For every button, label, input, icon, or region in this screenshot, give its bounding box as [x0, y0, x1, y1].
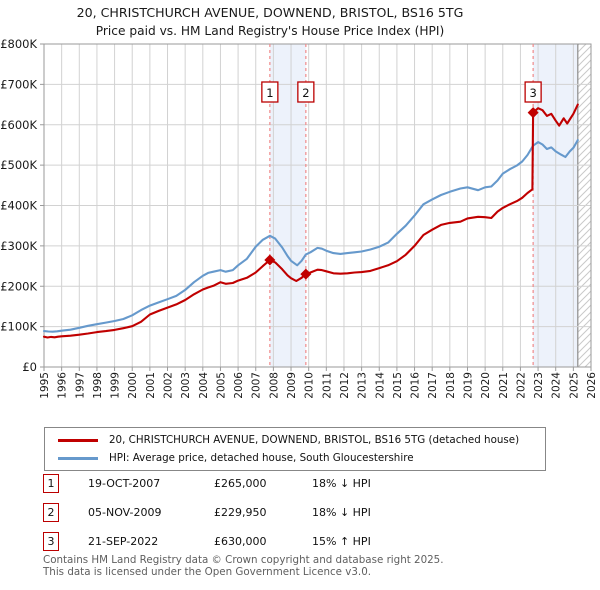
legend-item-price: 20, CHRISTCHURCH AVENUE, DOWNEND, BRISTO…	[45, 431, 545, 449]
transaction-3-badge: 3	[43, 532, 59, 551]
x-tick-label: 2016	[410, 372, 422, 399]
legend-label-hpi: HPI: Average price, detached house, Sout…	[109, 452, 414, 464]
x-tick-label: 2011	[321, 372, 333, 399]
price-history-chart: £0 £100K £200K £300K £400K £500K £600K £700K £80…	[0, 37, 598, 399]
marker-badge-box	[524, 81, 542, 103]
license-footer: Contains HM Land Registry data © Crown c…	[43, 554, 444, 578]
x-tick-label: 2015	[392, 372, 404, 399]
transaction-3-price: £630,000	[214, 535, 267, 548]
transaction-3-hpi-delta: 15% ↑ HPI	[312, 535, 371, 548]
x-tick-label: 1998	[92, 372, 104, 399]
y-tick-label: £0	[22, 360, 37, 374]
transaction-row-2: 2 05-NOV-2009 £229,950 18% ↓ HPI	[43, 503, 371, 522]
x-tick-label: 2009	[286, 372, 298, 399]
y-tick-label: £800K	[0, 37, 37, 51]
transaction-2-badge: 2	[43, 503, 59, 522]
y-tick-label: £200K	[0, 279, 37, 293]
y-tick-label: £400K	[0, 199, 37, 213]
y-tick-label: £600K	[0, 118, 37, 132]
footer-line-2: This data is licensed under the Open Gov…	[43, 565, 372, 578]
marker-badge-number: 3	[529, 86, 536, 100]
x-tick-label: 2014	[374, 372, 386, 399]
x-tick-label: 2013	[357, 372, 369, 399]
hpi-line	[42, 139, 579, 333]
marker-badge-box	[297, 81, 315, 103]
x-tick-label: 1996	[57, 372, 69, 399]
transaction-3-date: 21-SEP-2022	[88, 535, 159, 548]
x-tick-label: 2005	[215, 372, 227, 399]
transaction-2-price: £229,950	[214, 506, 267, 519]
x-tick-label: 2004	[198, 372, 210, 399]
x-tick-label: 2008	[268, 372, 280, 399]
marker-badge-number: 2	[302, 86, 309, 100]
x-tick-label: 2000	[127, 372, 139, 399]
transaction-marker-diamond	[264, 254, 276, 266]
transaction-1-badge: 1	[43, 474, 59, 493]
transaction-1-hpi-delta: 18% ↓ HPI	[312, 477, 371, 490]
page-title: 20, CHRISTCHURCH AVENUE, DOWNEND, BRISTO…	[76, 5, 464, 20]
x-tick-label: 2018	[445, 372, 457, 399]
marker-badge-box	[261, 81, 279, 103]
chart-title: 20, CHRISTCHURCH AVENUE, DOWNEND, BRISTO…	[0, 3, 540, 40]
y-tick-label: £100K	[0, 320, 37, 334]
x-tick-label: 2017	[427, 372, 439, 399]
legend: 20, CHRISTCHURCH AVENUE, DOWNEND, BRISTO…	[44, 427, 546, 471]
x-tick-label: 1999	[110, 372, 122, 399]
transaction-1-date: 19-OCT-2007	[88, 477, 161, 490]
x-tick-label: 1997	[74, 372, 86, 399]
x-tick-label: 2006	[233, 372, 245, 399]
x-tick-label: 2022	[515, 372, 527, 399]
x-tick-label: 2026	[586, 372, 598, 399]
y-tick-label: £500K	[0, 158, 37, 172]
x-tick-label: 2012	[339, 372, 351, 399]
x-tick-label: 2024	[551, 372, 563, 399]
x-tick-label: 2003	[180, 372, 192, 399]
price-paid-line	[42, 103, 579, 339]
y-tick-label: £300K	[0, 239, 37, 253]
transaction-row-3: 3 21-SEP-2022 £630,000 15% ↑ HPI	[43, 532, 371, 551]
x-tick-label: 2010	[304, 372, 316, 399]
x-tick-label: 2001	[145, 372, 157, 399]
legend-label-price: 20, CHRISTCHURCH AVENUE, DOWNEND, BRISTO…	[109, 434, 520, 446]
x-tick-label: 2025	[568, 372, 580, 399]
transaction-2-date: 05-NOV-2009	[88, 506, 162, 519]
transaction-marker-diamond	[527, 107, 539, 119]
x-tick-label: 2020	[480, 372, 492, 399]
footer-line-1: Contains HM Land Registry data © Crown c…	[43, 554, 444, 566]
x-tick-label: 2021	[498, 372, 510, 399]
x-tick-label: 1995	[39, 372, 51, 399]
legend-item-hpi: HPI: Average price, detached house, Sout…	[45, 449, 545, 467]
transaction-2-hpi-delta: 18% ↓ HPI	[312, 506, 371, 519]
hpi-line-swatch	[58, 456, 98, 460]
price-line-swatch	[58, 438, 98, 442]
transaction-1-price: £265,000	[214, 477, 267, 490]
marker-badge-number: 1	[266, 86, 273, 100]
y-tick-label: £700K	[0, 77, 37, 91]
transaction-row-1: 1 19-OCT-2007 £265,000 18% ↓ HPI	[43, 474, 371, 493]
page-subtitle: Price paid vs. HM Land Registry's House …	[95, 24, 445, 38]
x-tick-label: 2002	[163, 372, 175, 399]
x-tick-label: 2007	[251, 372, 263, 399]
transaction-marker-diamond	[300, 268, 312, 280]
x-tick-label: 2023	[533, 372, 545, 399]
x-tick-label: 2019	[462, 372, 474, 399]
